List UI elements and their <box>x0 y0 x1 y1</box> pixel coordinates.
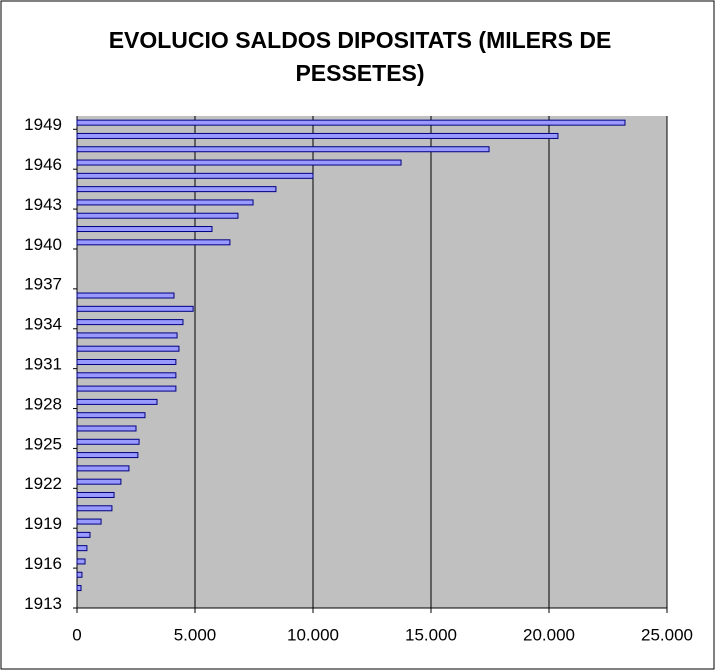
x-tick-label: 25.000 <box>641 625 693 644</box>
bar <box>76 132 559 139</box>
y-tick-label: 1922 <box>24 474 62 493</box>
bar <box>76 518 102 525</box>
y-tick-label: 1928 <box>24 394 62 413</box>
bar <box>76 585 82 592</box>
bar <box>76 239 231 246</box>
y-tick-label: 1919 <box>24 514 62 533</box>
x-tick-label: 15.000 <box>405 625 457 644</box>
x-tick-label: 10.000 <box>287 625 339 644</box>
bar <box>76 505 113 512</box>
y-tick-label: 1931 <box>24 354 62 373</box>
bar <box>76 491 115 498</box>
bar <box>76 186 277 193</box>
bar <box>76 119 626 126</box>
y-tick-label: 1913 <box>24 594 62 613</box>
bar <box>76 319 184 326</box>
bar <box>76 199 254 206</box>
bar <box>76 359 177 365</box>
bar <box>76 571 83 578</box>
chart-title: EVOLUCIO SALDOS DIPOSITATS (MILERS DE PE… <box>108 27 612 86</box>
bar <box>76 385 177 392</box>
y-tick-label: 1943 <box>24 195 62 214</box>
bar <box>76 438 140 445</box>
y-tick-label: 1949 <box>24 115 62 134</box>
x-tick-label: 5.000 <box>174 625 217 644</box>
bar <box>76 398 158 405</box>
bar <box>76 452 139 459</box>
y-tick-label: 1940 <box>24 235 62 254</box>
bar <box>76 212 239 219</box>
bar <box>76 478 122 485</box>
bar <box>76 412 146 419</box>
bar <box>76 226 213 233</box>
y-tick-label: 1916 <box>24 554 62 573</box>
bar <box>76 345 180 352</box>
y-tick-label: 1937 <box>24 275 62 294</box>
y-tick-label: 1946 <box>24 155 62 174</box>
bar <box>76 305 194 312</box>
bar <box>76 172 314 179</box>
x-tick-label: 0 <box>72 625 81 644</box>
bar <box>76 545 88 552</box>
y-tick-label: 1934 <box>24 315 62 334</box>
y-tick-label: 1925 <box>24 434 62 453</box>
bar <box>76 531 91 538</box>
bar <box>76 465 130 472</box>
x-tick-label: 20.000 <box>523 625 575 644</box>
bar <box>76 558 86 565</box>
bar <box>76 159 402 166</box>
bar <box>76 372 177 379</box>
bar <box>76 292 175 299</box>
bar <box>76 146 490 153</box>
bar <box>76 332 178 339</box>
bar <box>76 425 137 432</box>
